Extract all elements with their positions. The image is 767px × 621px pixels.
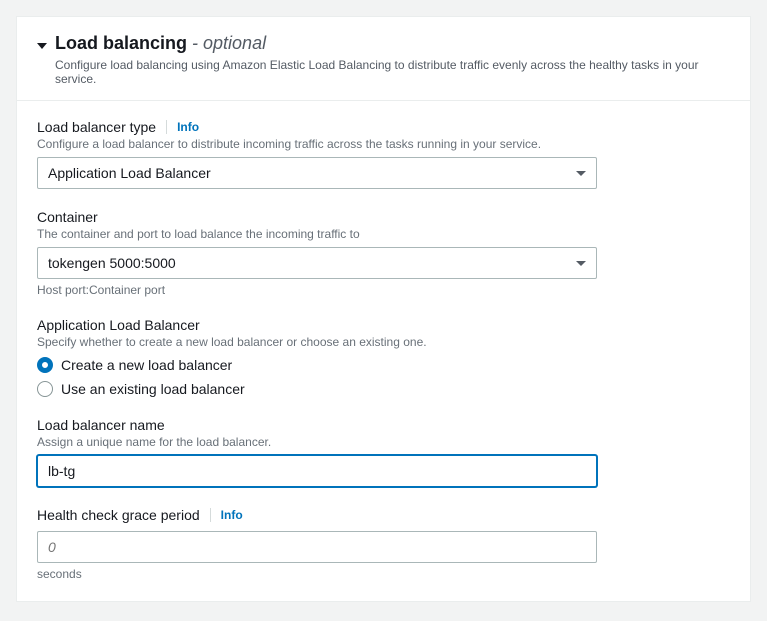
lb-name-field: Load balancer name Assign a unique name … — [37, 417, 730, 487]
alb-field: Application Load Balancer Specify whethe… — [37, 317, 730, 397]
radio-icon — [37, 357, 53, 373]
divider — [166, 120, 167, 134]
lb-name-label-row: Load balancer name — [37, 417, 730, 433]
info-link[interactable]: Info — [177, 120, 199, 134]
divider — [210, 508, 211, 522]
caret-down-icon — [37, 43, 47, 49]
chevron-down-icon — [576, 261, 586, 266]
container-help: Host port:Container port — [37, 283, 730, 297]
title-text: Load balancing — [55, 33, 187, 53]
optional-text: - optional — [192, 33, 266, 53]
lb-type-selected: Application Load Balancer — [48, 165, 211, 181]
load-balancing-panel: Load balancing - optional Configure load… — [16, 16, 751, 602]
panel-title: Load balancing - optional — [55, 33, 266, 54]
radio-icon — [37, 381, 53, 397]
health-check-input[interactable] — [37, 531, 597, 563]
radio-existing-label: Use an existing load balancer — [61, 381, 245, 397]
chevron-down-icon — [576, 171, 586, 176]
alb-radio-group: Create a new load balancer Use an existi… — [37, 357, 730, 397]
container-label-row: Container — [37, 209, 730, 225]
alb-label: Application Load Balancer — [37, 317, 200, 333]
radio-create-new[interactable]: Create a new load balancer — [37, 357, 730, 373]
container-selected: tokengen 5000:5000 — [48, 255, 176, 271]
health-check-label-row: Health check grace period Info — [37, 507, 730, 523]
container-label: Container — [37, 209, 98, 225]
alb-description: Specify whether to create a new load bal… — [37, 335, 730, 349]
lb-type-select[interactable]: Application Load Balancer — [37, 157, 597, 189]
panel-body: Load balancer type Info Configure a load… — [17, 100, 750, 601]
lb-name-input[interactable] — [37, 455, 597, 487]
radio-use-existing[interactable]: Use an existing load balancer — [37, 381, 730, 397]
lb-type-field: Load balancer type Info Configure a load… — [37, 119, 730, 189]
health-check-label: Health check grace period — [37, 507, 200, 523]
header-title-row[interactable]: Load balancing - optional — [37, 33, 730, 54]
lb-name-description: Assign a unique name for the load balanc… — [37, 435, 730, 449]
alb-label-row: Application Load Balancer — [37, 317, 730, 333]
health-check-field: Health check grace period Info seconds — [37, 507, 730, 581]
lb-type-label: Load balancer type — [37, 119, 156, 135]
panel-header: Load balancing - optional Configure load… — [17, 17, 750, 100]
panel-description: Configure load balancing using Amazon El… — [55, 58, 730, 86]
lb-type-description: Configure a load balancer to distribute … — [37, 137, 730, 151]
health-check-unit: seconds — [37, 567, 730, 581]
radio-create-label: Create a new load balancer — [61, 357, 232, 373]
info-link[interactable]: Info — [221, 508, 243, 522]
container-select[interactable]: tokengen 5000:5000 — [37, 247, 597, 279]
container-description: The container and port to load balance t… — [37, 227, 730, 241]
lb-type-label-row: Load balancer type Info — [37, 119, 730, 135]
lb-name-label: Load balancer name — [37, 417, 165, 433]
container-field: Container The container and port to load… — [37, 209, 730, 297]
